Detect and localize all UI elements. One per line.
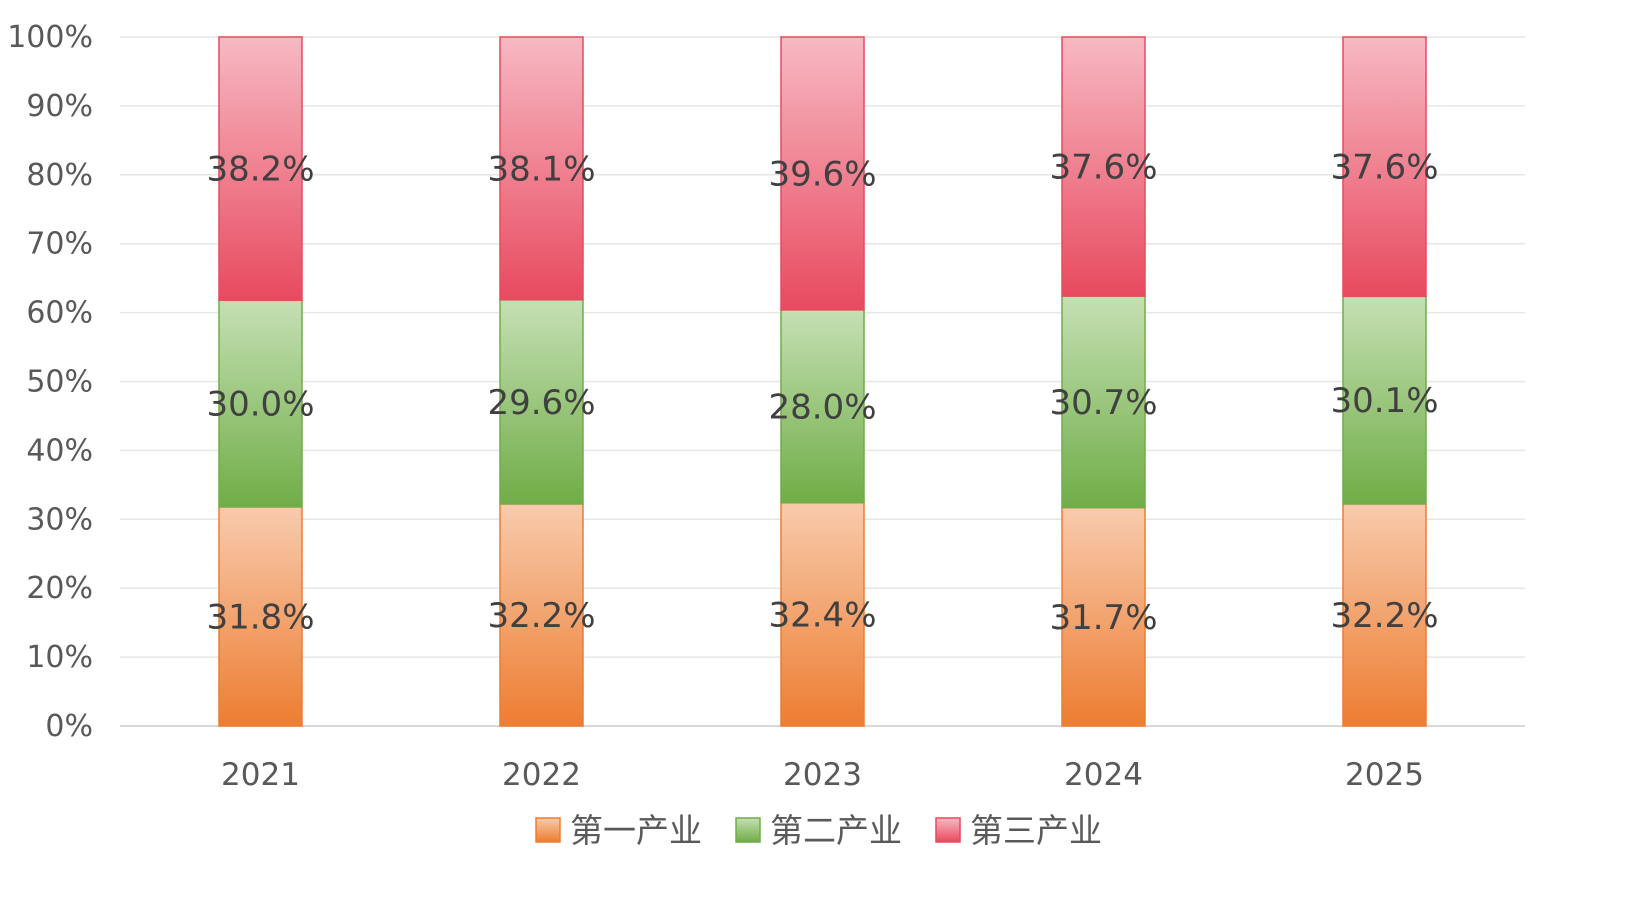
bar-segment-2022-2	[499, 299, 584, 505]
y-tick-label: 0%	[45, 709, 93, 744]
bar-segment-2024-2	[1061, 295, 1146, 509]
bar-segment-2022-1	[499, 503, 584, 727]
y-tick-label: 90%	[26, 89, 93, 124]
data-label: 32.4%	[768, 595, 876, 635]
data-label: 38.1%	[487, 149, 595, 189]
data-label: 30.1%	[1330, 381, 1438, 421]
legend-swatch	[735, 817, 761, 843]
legend-swatch	[535, 817, 561, 843]
data-label: 38.2%	[206, 150, 314, 190]
bar-segment-2021-2	[218, 299, 303, 508]
data-label: 37.6%	[1049, 148, 1157, 188]
legend-label: 第三产业	[970, 811, 1102, 850]
y-tick-label: 60%	[26, 296, 93, 331]
bar-segment-2024-1	[1061, 506, 1146, 727]
bar-segment-2021-1	[218, 506, 303, 727]
y-tick-label: 10%	[26, 640, 93, 675]
y-tick-label: 50%	[26, 365, 93, 400]
y-axis-ticks: 0% 10% 20% 30% 40% 50% 60% 70% 80% 90% 100%	[7, 20, 93, 744]
x-axis-categories: 2021 2022 2023 2024 2025	[221, 757, 1424, 793]
bars	[218, 36, 1427, 727]
bar-segment-2022-3	[499, 36, 584, 301]
data-label: 32.2%	[1330, 596, 1438, 636]
data-labels: 31.8% 30.0% 38.2% 32.2% 29.6% 38.1% 32.4% 28.0%…	[206, 148, 1438, 638]
data-label: 32.2%	[487, 596, 595, 636]
data-label: 28.0%	[768, 387, 876, 427]
data-label: 30.7%	[1049, 383, 1157, 423]
y-tick-label: 100%	[7, 20, 93, 55]
x-category-label: 2022	[502, 757, 581, 793]
bar-segment-2025-3	[1342, 36, 1427, 298]
data-label: 37.6%	[1330, 148, 1438, 188]
x-category-label: 2025	[1345, 757, 1424, 793]
data-label: 31.7%	[1049, 598, 1157, 638]
data-label: 30.0%	[206, 385, 314, 425]
y-tick-label: 80%	[26, 158, 93, 193]
bar-segment-2021-3	[218, 36, 303, 301]
y-tick-label: 70%	[26, 227, 93, 262]
y-tick-label: 30%	[26, 502, 93, 537]
legend-swatch	[935, 817, 961, 843]
x-category-label: 2023	[783, 757, 862, 793]
x-category-label: 2021	[221, 757, 300, 793]
legend-label: 第二产业	[770, 811, 902, 850]
legend: 第一产业 第二产业 第三产业	[535, 811, 1102, 850]
data-label: 31.8%	[206, 597, 314, 637]
bar-segment-2023-3	[780, 36, 865, 311]
data-label: 29.6%	[487, 383, 595, 423]
x-category-label: 2024	[1064, 757, 1143, 793]
legend-label: 第一产业	[570, 811, 702, 850]
bar-segment-2023-2	[780, 309, 865, 504]
bar-segment-2024-3	[1061, 36, 1146, 297]
bar-segment-2025-1	[1342, 503, 1427, 727]
y-tick-label: 20%	[26, 571, 93, 606]
data-label: 39.6%	[768, 154, 876, 194]
y-tick-label: 40%	[26, 433, 93, 468]
